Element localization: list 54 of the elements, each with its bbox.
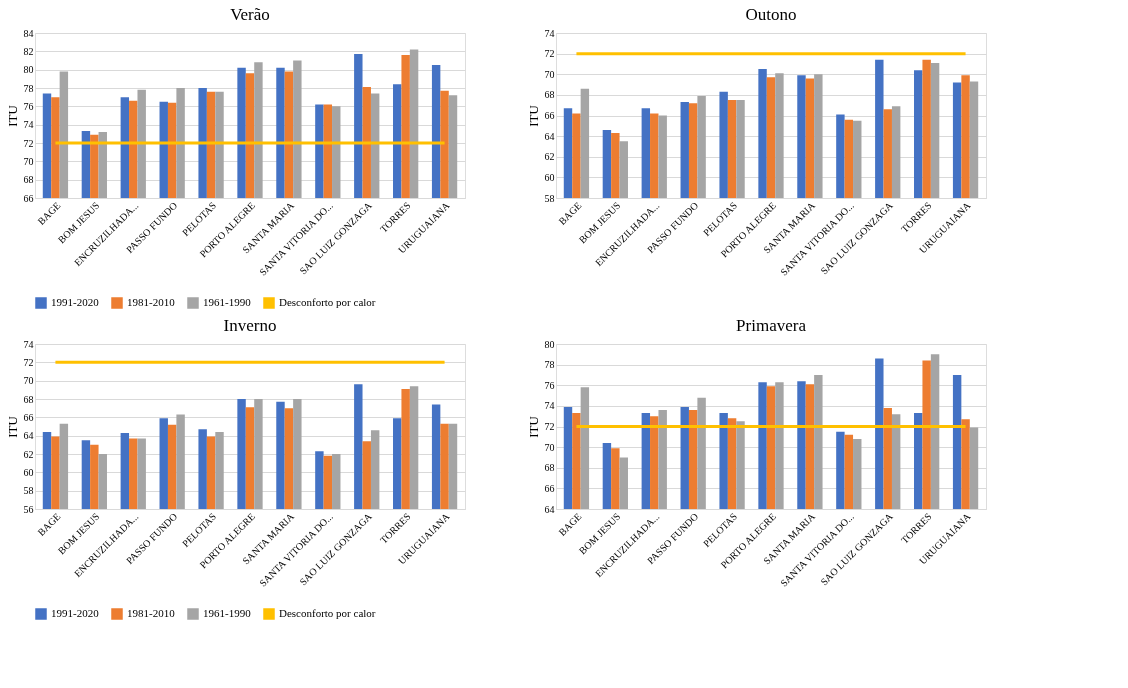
legend-label: Desconforto por calor [279,607,376,619]
y-axis-title: ITU [4,415,20,438]
y-tick-label: 82 [23,45,34,57]
y-tick-label: 66 [544,482,555,494]
y-axis-title: ITU [525,415,541,438]
y-tick-label: 56 [23,503,34,515]
legend-label: 1961-1990 [203,296,252,308]
y-tick-label: 64 [544,503,555,515]
y-tick-label: 72 [544,421,555,432]
y-tick-label: 72 [544,48,555,60]
chart-title: Primavera [736,316,807,335]
y-tick-label: 76 [23,100,34,112]
y-tick-label: 70 [23,155,34,167]
y-tick-label: 72 [23,356,34,368]
y-tick-label: 70 [23,375,34,387]
y-tick-label: 68 [23,174,34,186]
y-tick-label: 66 [23,192,34,204]
y-axis-title: ITU [4,104,20,127]
y-tick-label: 70 [544,68,555,80]
y-tick-label: 74 [544,400,555,412]
y-tick-label: 64 [544,130,555,142]
y-tick-label: 74 [544,27,555,39]
chart-title: Verão [230,5,270,24]
y-axis-title: ITU [525,104,541,127]
y-tick-label: 74 [23,338,34,350]
y-tick-label: 66 [544,110,555,121]
y-tick-label: 80 [544,338,555,350]
y-tick-label: 78 [23,82,34,94]
y-tick-label: 80 [23,64,34,76]
chart-title: Outono [745,5,797,24]
y-tick-label: 60 [544,171,555,183]
y-tick-label: 68 [544,89,555,101]
y-tick-label: 66 [23,411,34,423]
y-tick-label: 84 [23,27,34,39]
y-tick-label: 58 [544,192,555,204]
chart-title: Inverno [223,316,277,335]
y-tick-label: 62 [23,448,34,460]
y-tick-label: 72 [23,137,34,149]
y-tick-label: 74 [23,119,34,131]
y-tick-label: 58 [23,485,34,497]
y-tick-label: 70 [544,441,555,453]
y-tick-label: 68 [23,393,34,405]
y-tick-label: 64 [23,430,34,442]
legend-label: 1961-1990 [203,607,252,619]
legend-label: 1981-2010 [127,607,176,619]
y-tick-label: 76 [544,379,555,391]
y-tick-label: 78 [544,359,555,371]
legend-label: Desconforto por calor [279,296,376,308]
legend-label: 1991-2020 [51,607,100,619]
y-tick-label: 60 [23,466,34,478]
y-tick-label: 68 [544,462,555,474]
legend-label: 1991-2020 [51,296,100,308]
y-tick-label: 62 [544,151,555,163]
legend-label: 1981-2010 [127,296,176,308]
